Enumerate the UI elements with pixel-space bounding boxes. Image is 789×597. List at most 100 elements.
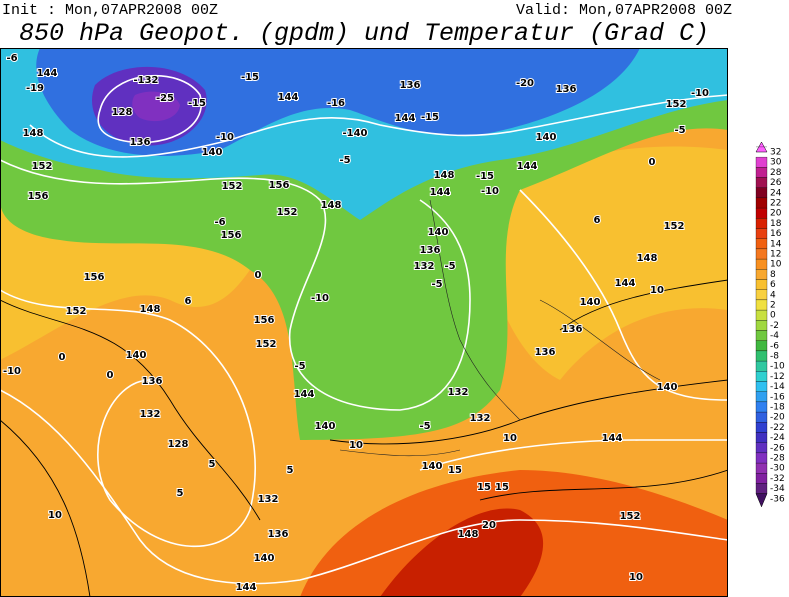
colorbar-box — [755, 156, 768, 168]
contour-label: -15 — [241, 72, 259, 83]
contour-label: 152 — [32, 161, 53, 172]
colorbar-label: -28 — [770, 454, 785, 464]
contour-label: 152 — [277, 207, 298, 218]
colorbar-box — [755, 207, 768, 219]
contour-label: 128 — [168, 439, 189, 450]
colorbar: 32302826242220181614121086420-2-4-6-8-10… — [755, 141, 785, 508]
colorbar-box — [755, 228, 768, 239]
colorbar-box — [755, 177, 768, 188]
contour-label: 156 — [254, 315, 275, 326]
contour-label: 140 — [536, 132, 557, 143]
contour-label: -132 — [133, 75, 158, 86]
colorbar-box — [755, 320, 768, 331]
contour-label: 144 — [37, 68, 58, 79]
contour-label: -25 — [156, 93, 174, 104]
colorbar-box — [755, 289, 768, 301]
contour-label: -10 — [216, 132, 234, 143]
contour-label: -5 — [674, 125, 685, 136]
colorbar-box — [755, 442, 768, 454]
colorbar-bottom-arrow — [755, 493, 768, 508]
colorbar-label: -4 — [770, 331, 779, 341]
valid-time: Valid: Mon,07APR2008 00Z — [516, 2, 732, 19]
colorbar-box — [755, 432, 768, 443]
map-title: 850 hPa Geopot. (gpdm) und Temperatur (G… — [19, 19, 709, 48]
contour-label: 0 — [107, 370, 114, 381]
contour-label: 152 — [666, 99, 687, 110]
contour-label: -19 — [26, 83, 44, 94]
colorbar-label: 28 — [770, 168, 782, 178]
contour-label: 156 — [28, 191, 49, 202]
contour-label: 136 — [142, 376, 163, 387]
contour-label: 10 — [48, 510, 62, 521]
colorbar-box — [755, 269, 768, 280]
colorbar-box — [755, 238, 768, 250]
colorbar-label: -36 — [770, 494, 785, 504]
colorbar-label: -6 — [770, 341, 779, 351]
colorbar-box — [755, 411, 768, 423]
contour-label: 10 — [503, 433, 517, 444]
colorbar-label: -26 — [770, 443, 785, 453]
colorbar-label: 18 — [770, 219, 782, 229]
colorbar-box — [755, 340, 768, 352]
colorbar-box — [755, 248, 768, 260]
colorbar-label: -24 — [770, 433, 785, 443]
colorbar-label: -14 — [770, 382, 785, 392]
contour-label: 152 — [66, 306, 87, 317]
contour-label: 144 — [395, 113, 416, 124]
contour-label: -10 — [481, 186, 499, 197]
contour-label: 136 — [562, 324, 583, 335]
contour-label: 148 — [434, 170, 455, 181]
contour-label: 140 — [580, 297, 601, 308]
colorbar-label: -12 — [770, 372, 785, 382]
contour-label: 148 — [637, 253, 658, 264]
init-time: Init : Mon,07APR2008 00Z — [2, 2, 218, 19]
colorbar-box — [755, 483, 768, 494]
contour-label: 144 — [430, 187, 451, 198]
colorbar-label: 2 — [770, 301, 776, 311]
contour-label: 152 — [664, 221, 685, 232]
colorbar-label: 12 — [770, 250, 781, 260]
contour-label: -6 — [6, 53, 17, 64]
colorbar-box — [755, 473, 768, 484]
contour-label: 15 — [495, 482, 509, 493]
contour-label: 136 — [535, 347, 556, 358]
contour-label: 144 — [278, 92, 299, 103]
contour-label: 132 — [140, 409, 161, 420]
contour-label: 140 — [315, 421, 336, 432]
contour-label: 140 — [422, 461, 443, 472]
contour-label: 136 — [268, 529, 289, 540]
colorbar-label: 8 — [770, 270, 776, 280]
contour-label: 5 — [177, 488, 184, 499]
contour-label: 6 — [594, 215, 601, 226]
contour-label: 132 — [470, 413, 491, 424]
cold-core — [132, 91, 180, 122]
colorbar-label: 32 — [770, 148, 781, 158]
contour-label: 148 — [458, 529, 479, 540]
contour-label: -5 — [419, 421, 430, 432]
colorbar-label: -8 — [770, 352, 779, 362]
contour-label: 148 — [23, 128, 44, 139]
contour-label: 144 — [236, 582, 257, 593]
contour-label: 5 — [209, 459, 216, 470]
colorbar-label: 6 — [770, 280, 776, 290]
colorbar-label: -30 — [770, 464, 785, 474]
colorbar-label: 16 — [770, 229, 782, 239]
contour-label: -15 — [421, 112, 439, 123]
contour-label: 148 — [140, 304, 161, 315]
colorbar-box — [755, 371, 768, 382]
contour-label: 152 — [620, 511, 641, 522]
colorbar-label: 22 — [770, 199, 781, 209]
contour-label: 0 — [649, 157, 656, 168]
contour-label: 144 — [294, 389, 315, 400]
contour-label: -5 — [431, 279, 442, 290]
colorbar-label: 24 — [770, 188, 782, 198]
colorbar-label: -18 — [770, 403, 785, 413]
contour-label: 144 — [602, 433, 623, 444]
contour-label: 132 — [414, 261, 435, 272]
colorbar-label: 26 — [770, 178, 782, 188]
colorbar-label: -10 — [770, 362, 785, 372]
contour-label: 152 — [256, 339, 277, 350]
contour-label: 136 — [130, 137, 151, 148]
contour-label: 140 — [202, 147, 223, 158]
coastline — [339, 199, 661, 457]
